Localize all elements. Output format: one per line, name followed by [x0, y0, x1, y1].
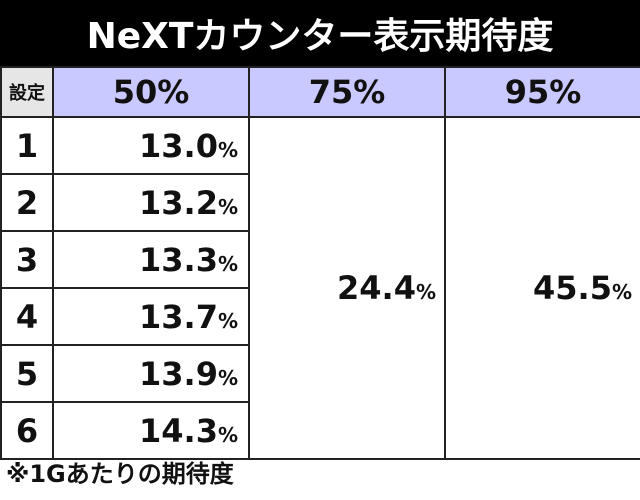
header-75-percent: 75% [248, 66, 446, 118]
value-text: 13.2 [139, 183, 218, 222]
header-50-percent: 50% [52, 66, 250, 118]
percent-sign: % [611, 280, 632, 304]
table-row: 1 13.0% 24.4% 45.5% [0, 116, 640, 460]
setting-number: 3 [0, 230, 54, 289]
value-text: 13.3 [139, 240, 218, 279]
setting-number: 4 [0, 287, 54, 346]
footnote: ※1Gあたりの期待度 [6, 460, 234, 488]
table-row: 6 14.3% [0, 401, 640, 460]
header-95-percent: 95% [444, 66, 640, 118]
value-text: 13.0 [139, 126, 218, 165]
value-50-percent: 13.9% [52, 344, 250, 403]
value-50-percent: 13.2% [52, 173, 250, 232]
percent-sign: % [217, 137, 238, 162]
value-95-percent: 45.5% [444, 116, 640, 460]
header-setting: 設定 [0, 66, 54, 118]
value-50-percent: 14.3% [52, 401, 250, 460]
value-75-percent: 24.4% [248, 116, 446, 460]
value-text: 13.7 [139, 297, 218, 336]
setting-number: 2 [0, 173, 54, 232]
value-text: 45.5 [533, 269, 612, 307]
percent-sign: % [217, 251, 238, 276]
expectation-table: 設定 50% 75% 95% 1 13.0% 24.4% 45.5% 2 13.… [0, 66, 640, 460]
value-text: 14.3 [139, 411, 218, 450]
percent-sign: % [217, 194, 238, 219]
value-text: 13.9 [139, 354, 218, 393]
page-title: NeXTカウンター表示期待度 [0, 0, 640, 66]
value-50-percent: 13.7% [52, 287, 250, 346]
percent-sign: % [217, 365, 238, 390]
table-row: 5 13.9% [0, 344, 640, 403]
value-text: 24.4 [337, 269, 416, 307]
table-row: 2 13.2% [0, 173, 640, 232]
percent-sign: % [217, 422, 238, 447]
setting-number: 1 [0, 116, 54, 175]
percent-sign: % [217, 308, 238, 333]
value-50-percent: 13.0% [52, 116, 250, 175]
table-header-row: 設定 50% 75% 95% [0, 66, 640, 118]
value-50-percent: 13.3% [52, 230, 250, 289]
table-row: 4 13.7% [0, 287, 640, 346]
setting-number: 6 [0, 401, 54, 460]
percent-sign: % [415, 280, 436, 304]
setting-number: 5 [0, 344, 54, 403]
table-row: 3 13.3% [0, 230, 640, 289]
